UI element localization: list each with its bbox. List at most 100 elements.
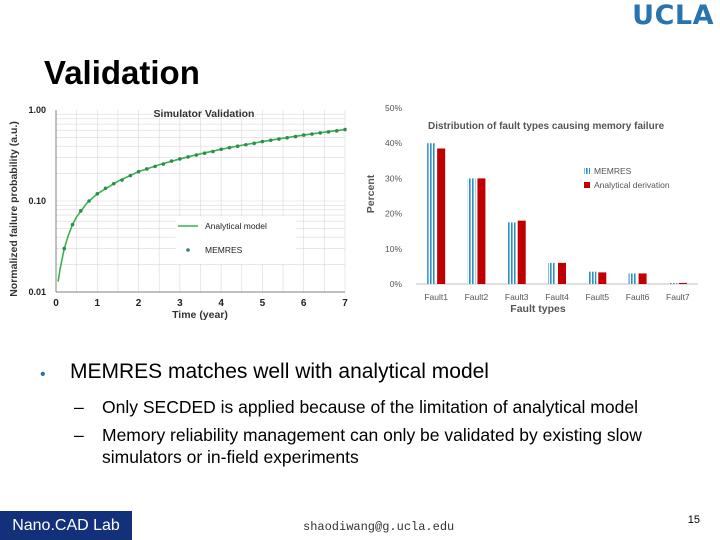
legend-analytical-swatch: [584, 182, 590, 188]
x-tick-label: 6: [301, 298, 307, 309]
page-number: 15: [687, 514, 700, 526]
bullet-main-text: MEMRES matches well with analytical mode…: [70, 360, 489, 383]
legend-memres-swatch: [186, 248, 190, 252]
bullet-main: • MEMRES matches well with analytical mo…: [40, 360, 700, 390]
memres-point: [161, 162, 166, 166]
bar-memres: [548, 262, 556, 284]
bar-analytical: [678, 282, 687, 284]
legend-memres-label: MEMRES: [205, 245, 243, 255]
simulator-validation-chart: 0 1 2 3 4 5 6 7 1.00 0.10 0.01 Simulator Validation…: [8, 105, 348, 321]
memres-point: [112, 181, 116, 186]
memres-point: [62, 246, 67, 251]
legend-memres-swatch: [584, 168, 590, 174]
memres-point: [78, 209, 83, 213]
memres-point: [211, 149, 215, 154]
memres-point: [227, 145, 232, 150]
legend-analytical-label: Analytical derivation: [594, 180, 670, 190]
memres-point: [285, 135, 290, 140]
bullet-list: • MEMRES matches well with analytical mo…: [40, 360, 700, 468]
memres-point: [202, 151, 207, 156]
memres-point: [128, 173, 133, 178]
bar-analytical: [558, 262, 566, 284]
dash-icon: –: [74, 397, 84, 417]
x-axis-label: Fault types: [510, 303, 566, 315]
memres-point: [277, 137, 281, 141]
bar-analytical: [437, 148, 446, 284]
y-axis-label: Percent: [365, 174, 377, 213]
bar-analytical: [638, 273, 647, 284]
bar-memres: [628, 273, 637, 284]
x-tick-label: 5: [260, 298, 266, 309]
legend-memres-label: MEMRES: [594, 166, 632, 176]
y-tick-label: 50%: [385, 103, 402, 113]
x-tick-label: Fault6: [626, 292, 650, 302]
fault-distribution-chart: 0%10%20%30%40%50%Fault1 Fault2 Fault3 Fault…: [365, 103, 698, 315]
memres-point: [145, 167, 149, 171]
y-tick-label: 20%: [385, 209, 402, 219]
slide-title: Validation: [44, 54, 200, 91]
memres-point: [326, 130, 331, 134]
memres-point: [103, 186, 108, 191]
x-tick-label: 4: [218, 298, 224, 309]
bar-memres: [427, 143, 436, 284]
memres-point: [136, 169, 141, 174]
legend-box: [176, 216, 296, 264]
x-tick-label: Fault4: [545, 292, 569, 302]
memres-point: [194, 153, 199, 157]
chart-title: Simulator Validation: [154, 108, 255, 120]
x-tick-label: 1: [95, 298, 101, 309]
y-tick-label: 0.10: [28, 196, 46, 206]
memres-point: [301, 133, 306, 137]
x-tick-label: 2: [136, 298, 142, 309]
sub-bullet-1-text: Only SECDED is applied because of the li…: [102, 397, 638, 417]
bar-memres: [467, 178, 476, 284]
x-tick-label: Fault3: [505, 292, 529, 302]
memres-point: [169, 159, 174, 163]
memres-point: [186, 155, 190, 159]
x-axis-label: Time (year): [172, 309, 228, 321]
memres-point: [70, 222, 75, 227]
x-tick-label: 3: [177, 298, 183, 309]
lab-logo: Nano.CAD Lab: [0, 511, 132, 540]
bullet-dot-icon: •: [40, 366, 46, 383]
x-tick-label: Fault7: [666, 292, 690, 302]
memres-point: [310, 132, 314, 136]
memres-point: [178, 157, 182, 161]
sub-bullet-2: – Memory reliability management can only…: [74, 424, 700, 468]
bar-analytical: [517, 220, 526, 284]
x-tick-label: 7: [342, 298, 348, 309]
y-tick-label: 0%: [390, 279, 403, 289]
bar-memres: [668, 282, 677, 284]
x-tick-label: Fault1: [424, 292, 448, 302]
memres-point: [334, 129, 339, 133]
memres-point: [153, 164, 157, 169]
memres-point: [120, 178, 124, 182]
memres-point: [87, 199, 91, 203]
bar-analytical: [477, 178, 486, 284]
y-axis-label: Normalized failure probability (a.u.): [8, 121, 20, 297]
memres-point: [260, 139, 265, 144]
x-tick-label: 0: [53, 298, 59, 309]
memres-point: [252, 141, 256, 146]
bar-memres: [588, 271, 597, 284]
dash-icon: –: [74, 425, 84, 445]
x-tick-label: Fault2: [465, 292, 489, 302]
ucla-logo: UCLA: [632, 0, 714, 31]
y-tick-label: 40%: [385, 138, 402, 148]
memres-point: [343, 127, 347, 132]
y-tick-label: 10%: [385, 244, 402, 254]
legend-analytical-label: Analytical model: [205, 221, 267, 231]
author-email: shaodiwang@g.ucla.edu: [303, 520, 455, 534]
x-tick-label: Fault5: [585, 292, 609, 302]
memres-point: [235, 144, 240, 149]
memres-point: [244, 142, 248, 147]
sub-bullet-2-text: Memory reliability management can only b…: [102, 425, 642, 467]
chart-title: Distribution of fault types causing memo…: [428, 121, 665, 132]
y-tick-label: 1.00: [28, 105, 46, 115]
memres-point: [95, 191, 100, 196]
memres-point: [219, 147, 223, 152]
y-tick-label: 30%: [385, 173, 402, 183]
bar-analytical: [598, 272, 607, 284]
memres-point: [318, 131, 323, 135]
memres-point: [268, 138, 273, 143]
